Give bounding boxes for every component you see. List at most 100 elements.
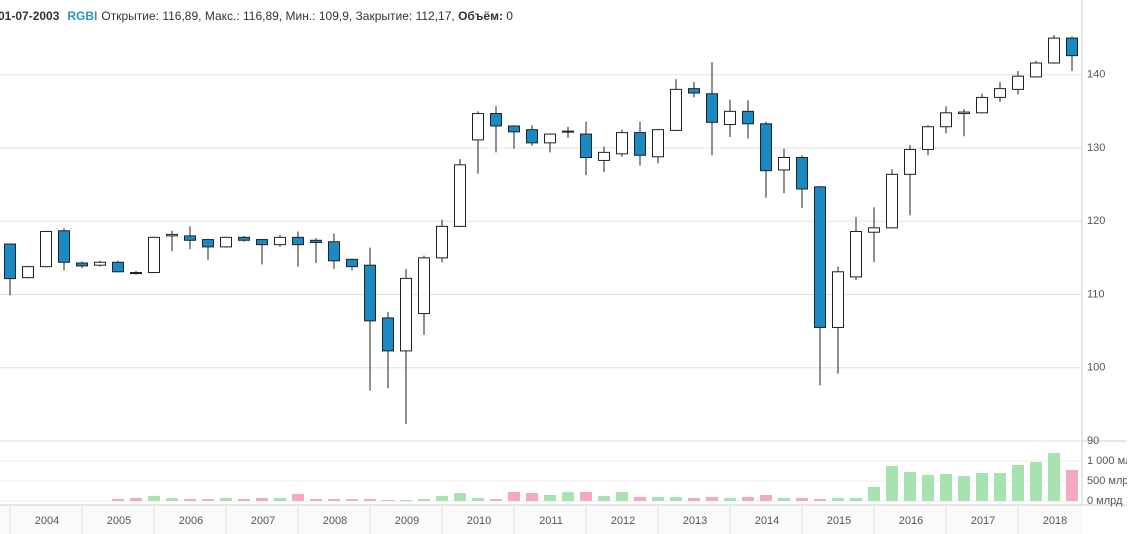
candle-body: [886, 173, 898, 229]
volume-bar: [616, 492, 628, 501]
candle-body: [760, 123, 772, 172]
y-tick-label: 120: [1087, 215, 1105, 227]
fields: Открытие: 116,89, Макс.: 116,89, Мин.: 1…: [101, 9, 513, 23]
candle-body: [346, 258, 358, 268]
volume-bar: [922, 475, 934, 501]
volume-bar: [850, 498, 862, 501]
date: 01-07-2003: [0, 9, 60, 23]
candle-body: [202, 239, 214, 248]
candle-body: [40, 230, 52, 268]
right-mask: [1127, 0, 1130, 534]
candle-body: [1030, 62, 1042, 78]
volume-bar: [634, 497, 646, 501]
volume-bar: [508, 492, 520, 501]
candle-body: [4, 243, 16, 280]
candle-body: [148, 236, 160, 274]
candle-body: [850, 230, 862, 278]
y-tick-label: 130: [1087, 142, 1105, 154]
candle-body: [292, 236, 304, 246]
volume-bar: [148, 496, 160, 501]
x-tick-label: 2007: [251, 515, 275, 527]
candle-body: [256, 239, 268, 246]
volume-bar: [328, 499, 340, 501]
volume-bar: [814, 499, 826, 501]
field-label: Открытие:: [101, 9, 159, 23]
ticker: RGBI: [67, 9, 98, 23]
volume-bar: [706, 497, 718, 501]
candle-body: [184, 235, 196, 241]
volume-bar: [562, 492, 574, 501]
x-tick-label: 2014: [755, 515, 779, 527]
volume-bar: [274, 498, 286, 501]
x-tick-label: 2016: [899, 515, 923, 527]
separator: ,: [348, 9, 356, 23]
candle-body: [472, 113, 484, 141]
volume-bar: [436, 496, 448, 501]
candle-body: [688, 88, 700, 94]
volume-bar: [256, 498, 268, 501]
volume-bar: [760, 495, 772, 501]
candle-body: [454, 164, 466, 227]
separator: ,: [278, 9, 286, 23]
volume-bar: [544, 495, 556, 501]
candle-body: [382, 317, 394, 352]
field-label: Макс.:: [204, 9, 240, 23]
volume-bar: [994, 473, 1006, 501]
candle-body: [958, 111, 970, 115]
separator: ,: [451, 9, 459, 23]
candle-body: [1048, 37, 1060, 64]
field-label: Мин.:: [285, 9, 316, 23]
candle-body: [526, 129, 538, 144]
x-tick-label: 2010: [467, 515, 491, 527]
y-tick-label: 1 000 млрд: [1087, 455, 1130, 467]
volume-bar: [904, 472, 916, 501]
candle-body: [832, 271, 844, 328]
candle-body: [508, 125, 520, 133]
candle-body: [1066, 37, 1078, 57]
y-tick-label: 110: [1087, 288, 1105, 300]
candle-body: [544, 133, 556, 144]
candle-body: [436, 225, 448, 259]
x-tick-label: 2013: [683, 515, 707, 527]
x-tick-label: 2005: [107, 515, 131, 527]
field-value: 116,89: [243, 9, 279, 23]
volume-bar: [490, 499, 502, 501]
field-value: 116,89: [162, 9, 199, 23]
candle-body: [904, 148, 916, 175]
x-tick-label: 2015: [827, 515, 851, 527]
volume-bar: [1048, 453, 1060, 501]
volume-bar: [832, 498, 844, 501]
volume-bar: [1012, 465, 1024, 501]
volume-bar: [184, 499, 196, 501]
volume-bar: [670, 497, 682, 501]
field-label: Объём:: [458, 9, 503, 23]
volume-bar: [868, 487, 880, 501]
volume-bar: [1030, 462, 1042, 501]
volume-bar: [220, 498, 232, 501]
candle-body: [364, 264, 376, 322]
x-tick-label: 2012: [611, 515, 635, 527]
volume-bar: [976, 473, 988, 501]
x-axis-band: [0, 506, 1082, 534]
volume-bar: [1066, 470, 1078, 501]
candle-body: [418, 257, 430, 315]
volume-bar: [742, 497, 754, 501]
volume-bar: [652, 497, 664, 501]
candle-body: [238, 236, 250, 241]
volume-bar: [400, 500, 412, 501]
volume-bar: [382, 500, 394, 501]
y-tick-label: 90: [1087, 435, 1099, 447]
volume-bar: [526, 493, 538, 501]
candle-body: [76, 262, 88, 267]
volume-bar: [958, 476, 970, 501]
volume-bar: [778, 498, 790, 501]
x-tick-label: 2008: [323, 515, 347, 527]
volume-bar: [292, 494, 304, 501]
volume-bar: [202, 499, 214, 501]
field-label: Закрытие:: [355, 9, 413, 23]
candle-body: [220, 236, 232, 248]
candle-body: [400, 277, 412, 352]
candle-body: [868, 227, 880, 233]
